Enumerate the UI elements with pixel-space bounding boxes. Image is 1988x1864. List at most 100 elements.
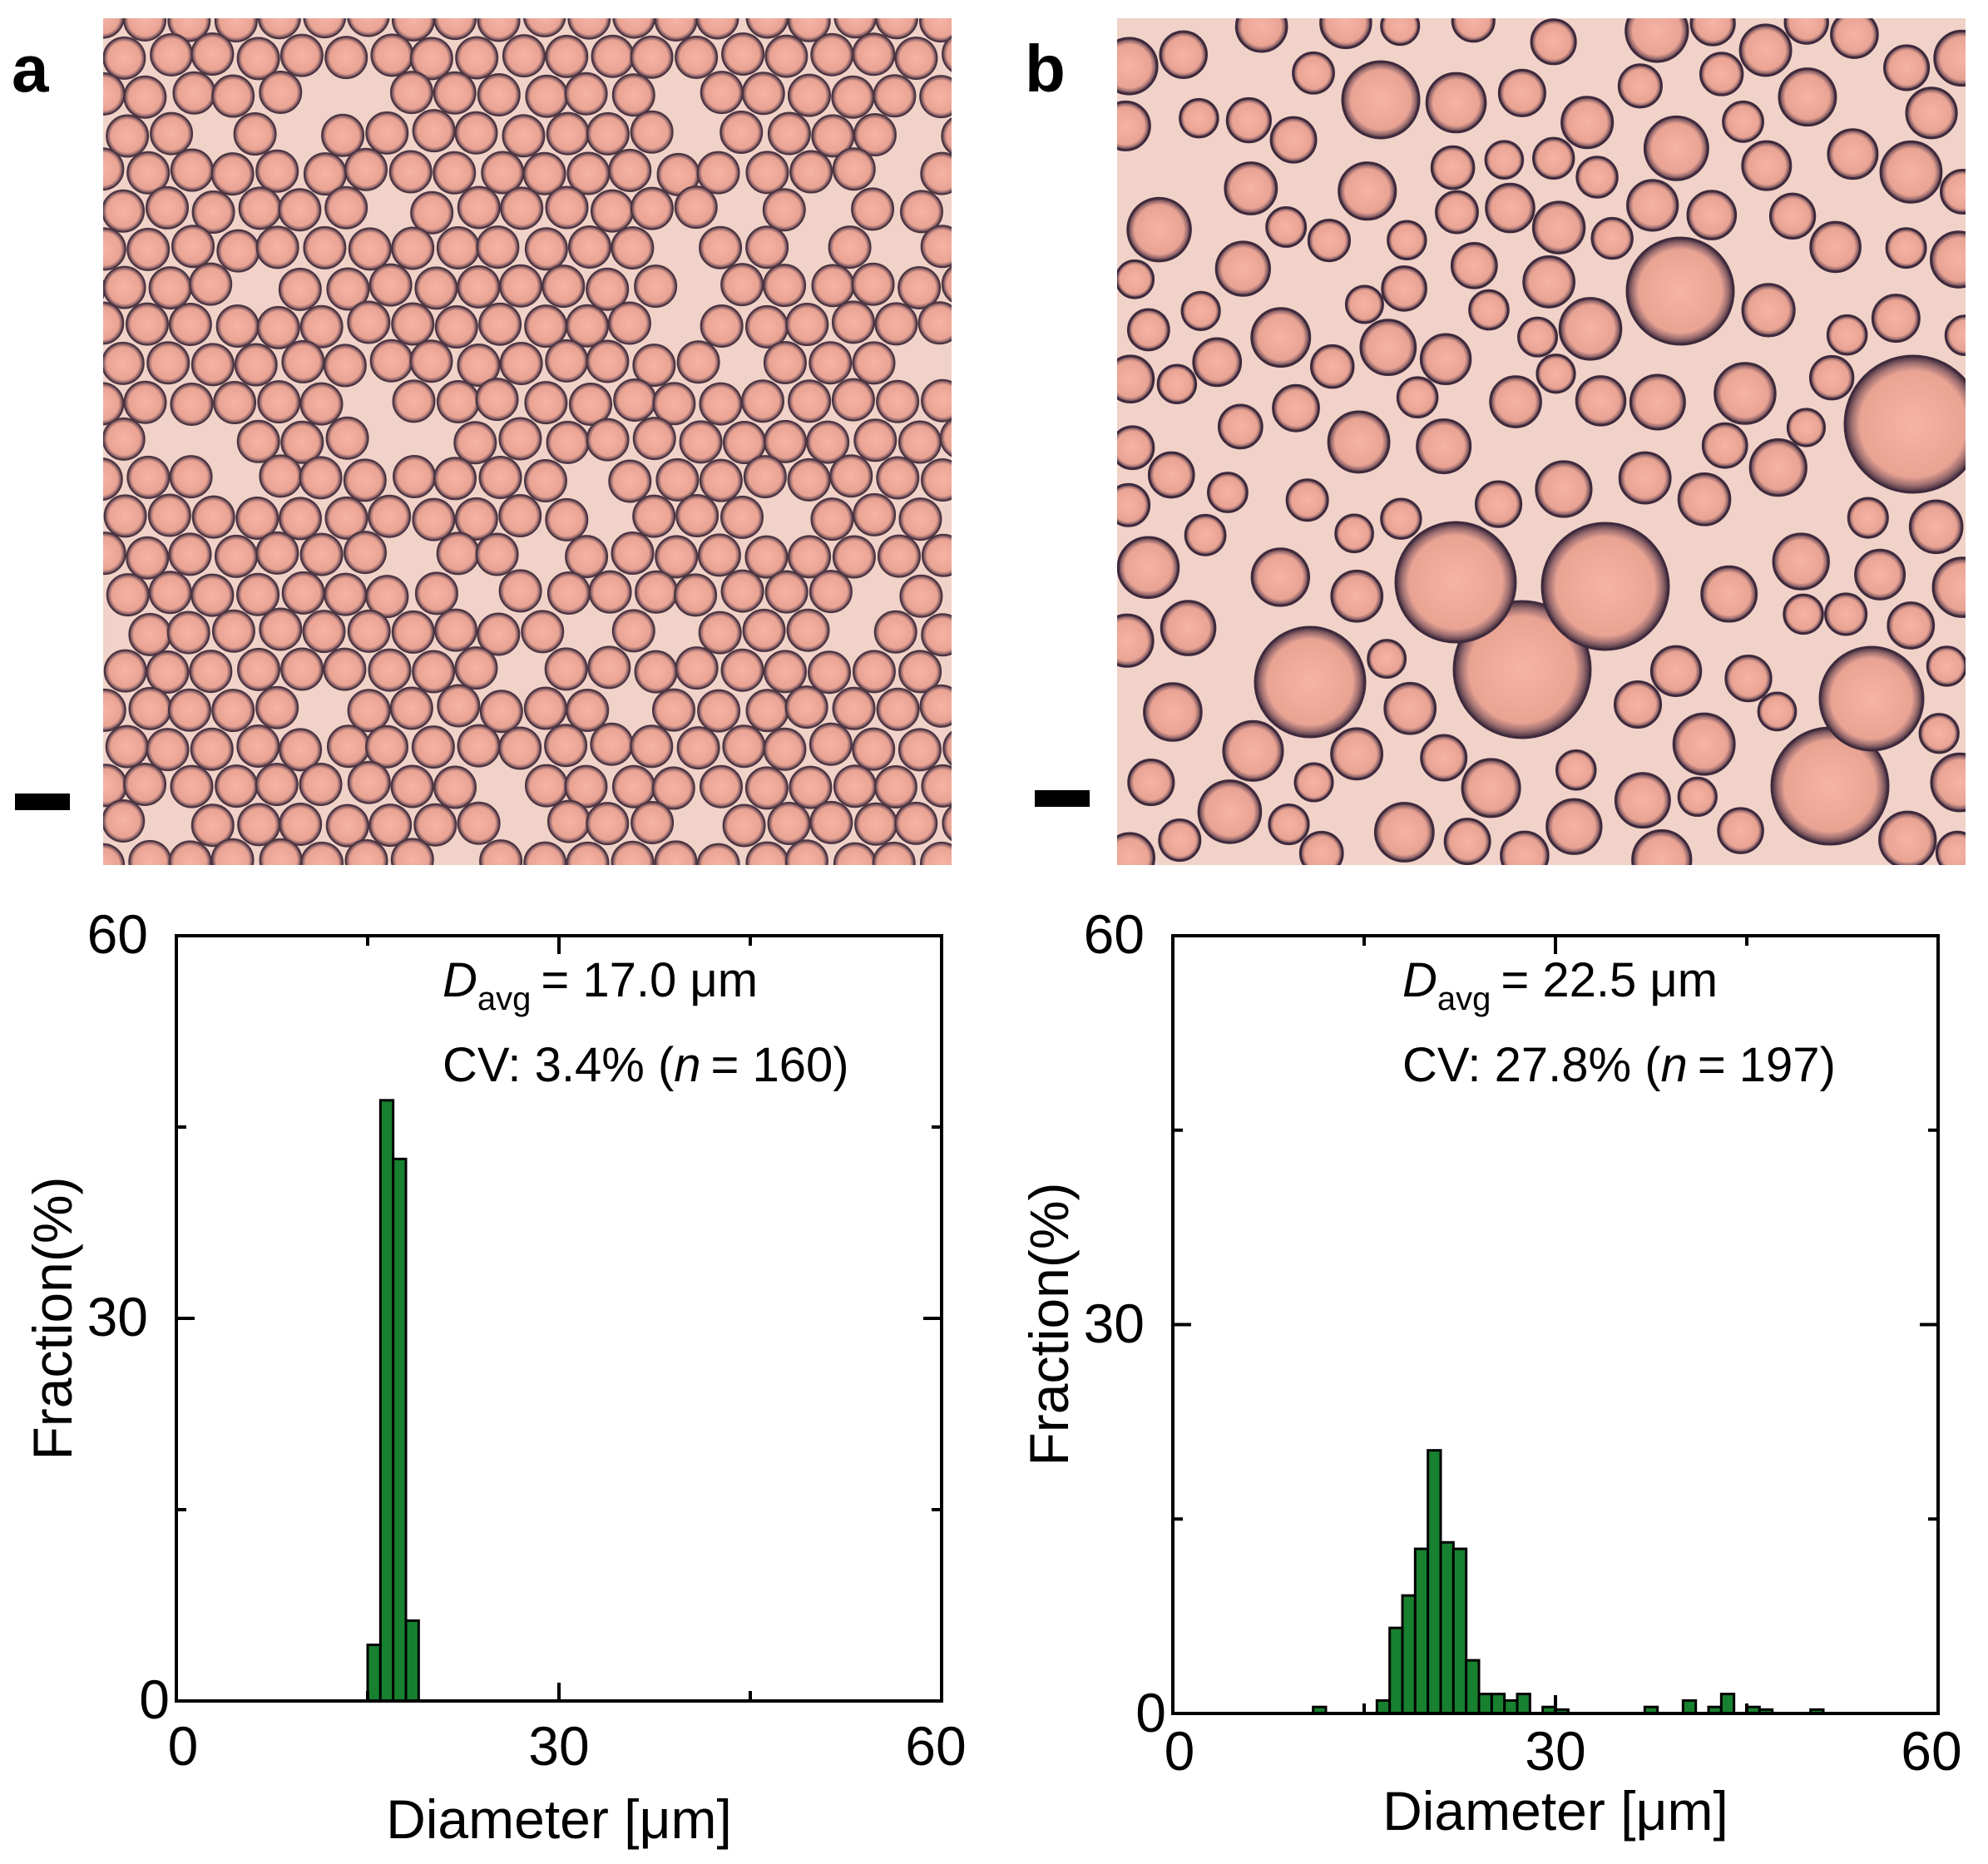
droplet bbox=[278, 497, 322, 541]
droplet bbox=[1126, 308, 1170, 352]
y-tick-label: 30 bbox=[87, 1286, 148, 1347]
droplet bbox=[1117, 832, 1156, 865]
droplet bbox=[983, 878, 1025, 919]
droplet bbox=[498, 494, 542, 538]
droplet bbox=[590, 189, 634, 233]
droplet bbox=[344, 838, 388, 865]
droplet bbox=[347, 689, 391, 733]
droplet bbox=[1489, 375, 1542, 428]
droplet bbox=[103, 36, 146, 80]
droplet bbox=[479, 690, 523, 734]
droplet bbox=[103, 341, 145, 385]
droplet bbox=[255, 225, 299, 269]
droplet bbox=[811, 881, 853, 922]
droplet bbox=[721, 32, 765, 76]
droplet bbox=[1468, 289, 1510, 331]
droplet bbox=[1531, 200, 1586, 255]
droplet bbox=[1885, 227, 1927, 269]
droplet bbox=[767, 801, 811, 845]
droplet bbox=[898, 728, 942, 772]
droplet bbox=[764, 34, 809, 78]
droplet bbox=[433, 457, 477, 501]
droplet bbox=[389, 71, 433, 115]
droplet bbox=[630, 186, 674, 230]
droplet bbox=[873, 765, 917, 809]
droplet bbox=[257, 18, 301, 40]
droplet bbox=[853, 0, 895, 1]
droplet bbox=[655, 457, 700, 502]
droplet bbox=[128, 839, 172, 865]
droplet bbox=[590, 722, 634, 766]
droplet bbox=[634, 265, 678, 309]
droplet bbox=[279, 802, 323, 846]
droplet bbox=[612, 18, 656, 39]
droplet bbox=[831, 300, 875, 344]
droplet bbox=[190, 803, 235, 848]
droplet bbox=[128, 686, 172, 730]
droplet bbox=[674, 185, 718, 230]
droplet bbox=[1192, 337, 1243, 388]
droplet bbox=[698, 611, 742, 655]
droplet bbox=[233, 112, 277, 156]
droplet bbox=[745, 689, 789, 733]
droplet bbox=[1334, 513, 1374, 554]
droplet bbox=[280, 647, 324, 691]
histogram-bar bbox=[392, 1157, 408, 1703]
droplet bbox=[1394, 521, 1517, 644]
panel-label-b: b bbox=[1025, 32, 1066, 106]
droplet bbox=[146, 341, 190, 385]
droplet bbox=[1617, 63, 1663, 109]
droplet bbox=[763, 727, 807, 771]
droplet bbox=[172, 71, 216, 115]
droplet bbox=[941, 265, 952, 303]
droplet bbox=[1545, 798, 1603, 855]
histogram-bar bbox=[366, 1644, 382, 1703]
droplet bbox=[546, 571, 591, 615]
droplet bbox=[1319, 18, 1372, 50]
droplet bbox=[964, 0, 1006, 42]
droplet bbox=[608, 148, 652, 192]
droplet bbox=[150, 32, 194, 77]
droplet bbox=[106, 114, 150, 158]
droplet bbox=[191, 190, 235, 234]
droplet bbox=[921, 613, 952, 657]
droplet bbox=[1250, 307, 1312, 368]
droplet bbox=[103, 532, 126, 576]
droplet bbox=[630, 724, 674, 769]
droplet bbox=[498, 569, 542, 613]
histogram-bar bbox=[1427, 1449, 1442, 1715]
droplet bbox=[787, 73, 831, 117]
droplet bbox=[1307, 219, 1351, 263]
droplet bbox=[365, 575, 409, 619]
histogram-bar bbox=[1401, 1594, 1417, 1715]
droplet bbox=[168, 532, 212, 576]
droplet bbox=[545, 339, 589, 383]
droplet bbox=[741, 72, 785, 116]
droplet bbox=[745, 18, 789, 39]
histogram-bar bbox=[1413, 1547, 1430, 1715]
x-tick-label: 0 bbox=[1165, 1720, 1195, 1782]
droplet bbox=[299, 304, 344, 349]
droplet bbox=[632, 494, 676, 538]
droplet bbox=[211, 689, 255, 733]
droplet bbox=[1724, 654, 1773, 703]
droplet bbox=[763, 340, 807, 384]
droplet bbox=[191, 878, 233, 920]
x-axis-title-a: Diameter [μm] bbox=[386, 1788, 732, 1850]
droplet bbox=[611, 73, 655, 117]
droplet bbox=[1689, 18, 1736, 47]
droplet bbox=[828, 225, 872, 269]
droplet bbox=[720, 569, 764, 613]
droplet bbox=[1224, 161, 1278, 215]
x-tick-label: 30 bbox=[1525, 1720, 1585, 1782]
droplet bbox=[784, 839, 828, 865]
droplet bbox=[1939, 168, 1966, 215]
droplet bbox=[1757, 691, 1798, 732]
droplet bbox=[59, 0, 101, 1]
droplet bbox=[190, 343, 235, 387]
droplet bbox=[392, 379, 436, 423]
droplet bbox=[326, 724, 370, 769]
droplet bbox=[457, 344, 501, 388]
droplet bbox=[852, 727, 896, 771]
droplet bbox=[502, 114, 546, 158]
